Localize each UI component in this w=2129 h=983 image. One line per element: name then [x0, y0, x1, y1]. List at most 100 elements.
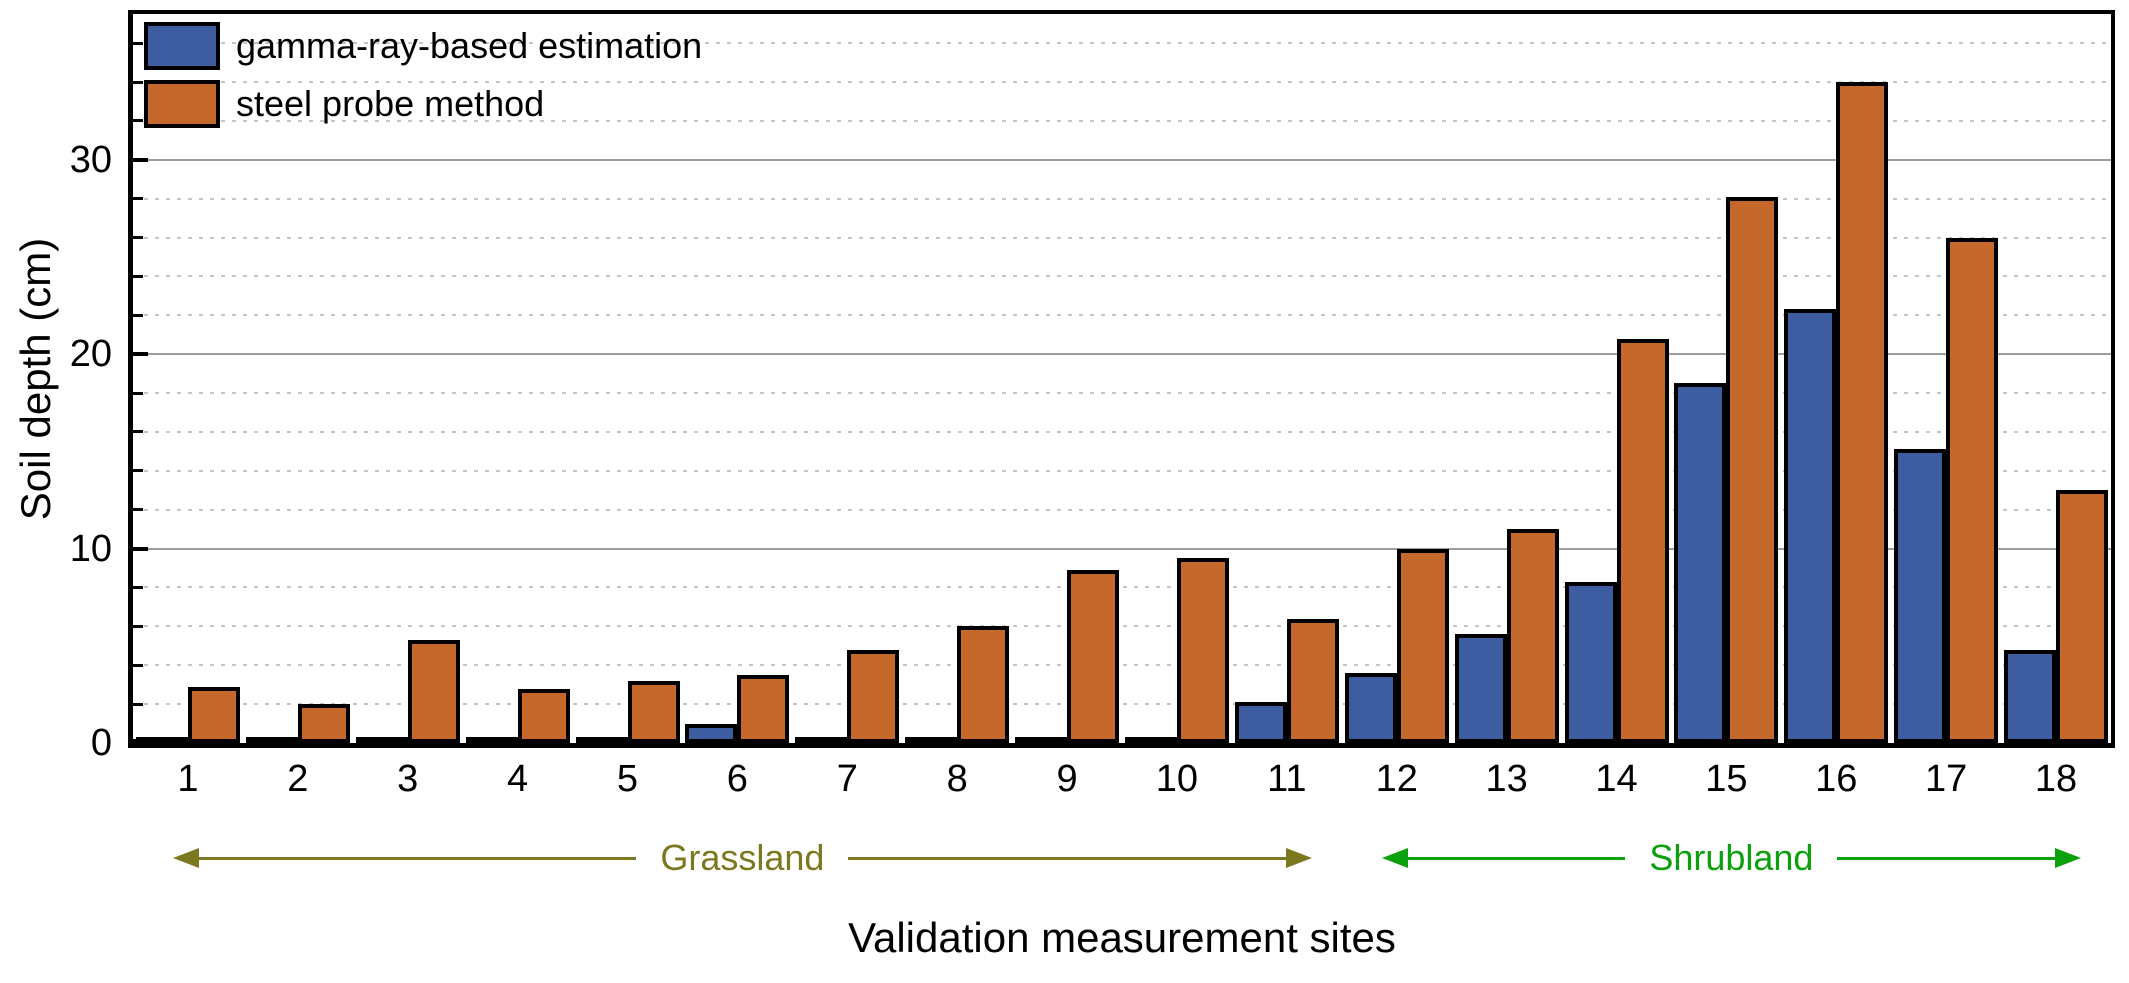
gridline-minor-16 — [133, 430, 2111, 433]
x-tick-label-10: 10 — [1155, 758, 1199, 800]
x-tick-label-17: 17 — [1925, 758, 1968, 800]
x-tick-label-9: 9 — [1056, 758, 1078, 800]
y-tick-minor-16 — [133, 430, 143, 434]
bar-site-7-steel — [847, 649, 900, 743]
region-line — [1837, 856, 2055, 860]
bar-site-5-gamma — [575, 737, 628, 745]
x-tick-label-14: 14 — [1595, 758, 1638, 800]
gridline-minor-26 — [133, 236, 2111, 239]
bar-site-2-gamma — [245, 737, 298, 745]
gridline-minor-14 — [133, 469, 2111, 472]
region-line — [199, 856, 637, 860]
x-tick-label-5: 5 — [616, 758, 639, 800]
y-tick-minor-32 — [133, 119, 143, 123]
y-tick-minor-26 — [133, 236, 143, 240]
x-tick-label-1: 1 — [177, 758, 199, 800]
x-tick-label-12: 12 — [1375, 758, 1418, 800]
gridline-minor-32 — [133, 119, 2111, 122]
region-arrow-grassland: Grassland — [173, 837, 1312, 878]
x-tick-label-6: 6 — [726, 758, 748, 800]
legend: gamma-ray-based estimation steel probe m… — [144, 22, 702, 128]
gridline-minor-12 — [133, 508, 2111, 511]
bar-site-3-gamma — [355, 737, 408, 745]
gridline-minor-4 — [133, 664, 2111, 667]
legend-item-gamma: gamma-ray-based estimation — [144, 22, 702, 70]
y-tick-minor-2 — [133, 702, 143, 706]
x-tick-label-4: 4 — [507, 758, 529, 800]
gridline-minor-24 — [133, 275, 2111, 278]
y-tick-minor-8 — [133, 585, 143, 589]
y-tick-label-30: 30 — [69, 138, 112, 181]
arrow-left-icon — [173, 848, 199, 868]
legend-label-steel: steel probe method — [236, 83, 545, 124]
x-tick-label-11: 11 — [1267, 758, 1307, 800]
plot-area — [128, 10, 2115, 748]
region-line — [848, 856, 1286, 860]
bar-site-6-steel — [737, 674, 790, 743]
bar-site-17-gamma — [1894, 449, 1947, 743]
y-tick-major-20 — [133, 352, 148, 357]
bar-site-9-steel — [1067, 569, 1120, 743]
bar-site-16-gamma — [1784, 309, 1837, 743]
y-tick-major-30 — [133, 157, 148, 162]
region-line — [1407, 856, 1626, 860]
bar-site-13-steel — [1506, 529, 1559, 743]
legend-swatch-gamma — [144, 22, 220, 70]
x-tick-label-16: 16 — [1815, 758, 1858, 800]
bar-site-6-gamma — [685, 723, 738, 743]
x-tick-label-18: 18 — [2034, 758, 2078, 800]
bar-site-10-gamma — [1124, 737, 1177, 745]
y-tick-major-10 — [133, 546, 148, 551]
bar-site-4-gamma — [465, 737, 518, 745]
arrow-left-icon — [1381, 848, 1408, 868]
bar-site-8-steel — [957, 626, 1010, 743]
y-tick-label-10: 10 — [69, 527, 112, 570]
bar-site-2-steel — [297, 704, 350, 743]
gridline-minor-22 — [133, 314, 2111, 317]
bar-site-13-gamma — [1454, 634, 1507, 743]
bar-site-7-gamma — [795, 737, 848, 745]
bar-site-17-steel — [1946, 237, 1999, 743]
x-axis-title: Validation measurement sites — [848, 914, 1396, 961]
y-axis-title: Soil depth (cm) — [12, 237, 59, 521]
bar-site-3-steel — [407, 639, 460, 743]
gridline-minor-18 — [133, 392, 2111, 395]
bar-site-11-gamma — [1234, 702, 1287, 743]
y-tick-minor-14 — [133, 469, 143, 473]
legend-swatch-steel — [144, 80, 220, 128]
region-arrow-shrubland: Shrubland — [1381, 837, 2081, 878]
y-tick-label-0: 0 — [90, 722, 112, 764]
y-tick-minor-28 — [133, 197, 143, 201]
bar-site-18-gamma — [2004, 649, 2057, 743]
bar-site-11-steel — [1286, 618, 1339, 743]
y-tick-minor-6 — [133, 624, 143, 628]
bar-site-9-gamma — [1015, 737, 1068, 745]
region-label-grassland: Grassland — [660, 837, 825, 878]
y-tick-minor-36 — [133, 41, 143, 45]
bar-site-1-steel — [187, 686, 240, 743]
bar-site-14-steel — [1616, 338, 1669, 743]
bar-site-14-gamma — [1564, 581, 1617, 743]
gridline-major-10 — [133, 547, 2111, 550]
y-tick-major-0 — [133, 739, 148, 743]
legend-item-steel: steel probe method — [144, 80, 702, 128]
gridline-major-30 — [133, 158, 2111, 161]
bar-site-12-gamma — [1344, 673, 1397, 743]
legend-label-gamma: gamma-ray-based estimation — [236, 25, 703, 66]
x-tick-label-8: 8 — [946, 758, 968, 800]
y-tick-minor-12 — [133, 508, 143, 512]
gridline-minor-28 — [133, 197, 2111, 200]
gridline-minor-36 — [133, 42, 2111, 45]
y-tick-minor-18 — [133, 391, 143, 395]
gridline-major-20 — [133, 353, 2111, 356]
arrow-right-icon — [1285, 848, 1312, 868]
region-label-shrubland: Shrubland — [1649, 837, 1814, 878]
gridline-minor-8 — [133, 586, 2111, 589]
y-tick-minor-24 — [133, 274, 143, 278]
gridline-minor-2 — [133, 703, 2111, 706]
bar-site-15-gamma — [1674, 383, 1727, 743]
bar-site-18-steel — [2056, 490, 2109, 743]
bar-site-16-steel — [1836, 82, 1889, 743]
gridline-minor-34 — [133, 81, 2111, 84]
